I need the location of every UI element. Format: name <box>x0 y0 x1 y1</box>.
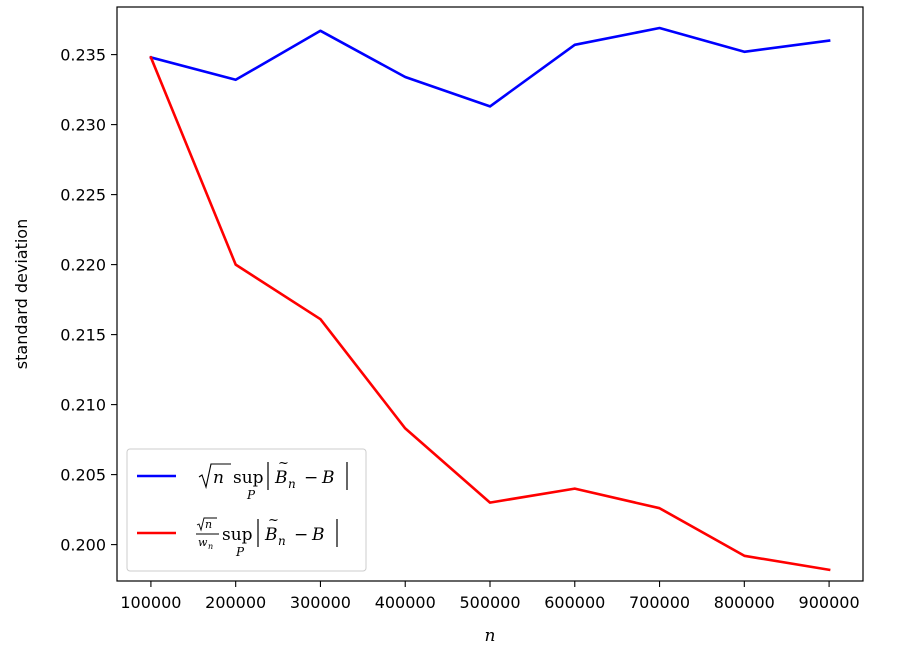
y-axis-label: standard deviation <box>12 219 31 369</box>
x-axis: 100000 200000 300000 400000 500000 600000 7000… <box>120 581 860 612</box>
legend-entry-red: n w n sup P B ~ n − B <box>137 513 338 559</box>
series-line-2 <box>149 55 831 572</box>
sqrt-sign-icon <box>198 463 231 490</box>
y-tick-label-4: 0.215 <box>60 326 106 345</box>
x-tick-label-7: 700000 <box>629 593 690 612</box>
svg-text:~: ~ <box>268 513 279 528</box>
y-tick-label-2: 0.205 <box>60 466 106 485</box>
y-tick-label-5: 0.220 <box>60 256 106 275</box>
x-tick-label-6: 600000 <box>544 593 605 612</box>
svg-text:B: B <box>311 525 325 545</box>
y-tick-label-8: 0.235 <box>60 46 106 65</box>
svg-text:~: ~ <box>278 456 289 471</box>
x-tick-label-4: 400000 <box>375 593 436 612</box>
y-tick-label-6: 0.225 <box>60 186 106 205</box>
x-tick-label-1: 100000 <box>120 593 181 612</box>
svg-text:P: P <box>235 545 245 559</box>
x-tick-label-5: 500000 <box>459 593 520 612</box>
series-line-1 <box>149 26 831 108</box>
y-axis: 0.200 0.205 0.210 0.215 0.220 0.225 0.230 0.235 <box>60 46 117 555</box>
svg-text:n: n <box>205 518 212 531</box>
svg-text:n: n <box>288 477 296 491</box>
x-axis-label: n <box>485 626 496 646</box>
svg-text:n: n <box>208 542 213 551</box>
svg-text:w: w <box>198 536 208 549</box>
series-layer <box>149 26 831 572</box>
svg-text:−: − <box>304 468 318 488</box>
svg-text:sup: sup <box>222 525 253 545</box>
legend: n sup P B ~ n − B n w n sup P <box>126 448 367 572</box>
x-tick-label-8: 800000 <box>714 593 775 612</box>
y-tick-label-1: 0.200 <box>60 536 106 555</box>
svg-text:B: B <box>321 468 335 488</box>
legend-label-blue: n sup P B ~ n − B <box>198 456 348 502</box>
legend-label-red: n w n sup P B ~ n − B <box>196 513 338 559</box>
svg-text:P: P <box>246 488 256 502</box>
svg-text:B: B <box>264 525 278 545</box>
x-tick-label-3: 300000 <box>290 593 351 612</box>
y-tick-label-7: 0.230 <box>60 116 106 135</box>
y-tick-label-3: 0.210 <box>60 396 106 415</box>
svg-text:n: n <box>278 534 286 548</box>
svg-text:sup: sup <box>233 468 264 488</box>
x-tick-label-2: 200000 <box>205 593 266 612</box>
svg-text:−: − <box>294 525 308 545</box>
x-tick-label-9: 900000 <box>799 593 860 612</box>
svg-text:B: B <box>274 468 288 488</box>
sqrt-sign-small-icon <box>196 517 217 532</box>
svg-text:n: n <box>213 468 224 488</box>
legend-box <box>126 448 367 572</box>
legend-entry-blue: n sup P B ~ n − B <box>137 456 348 502</box>
